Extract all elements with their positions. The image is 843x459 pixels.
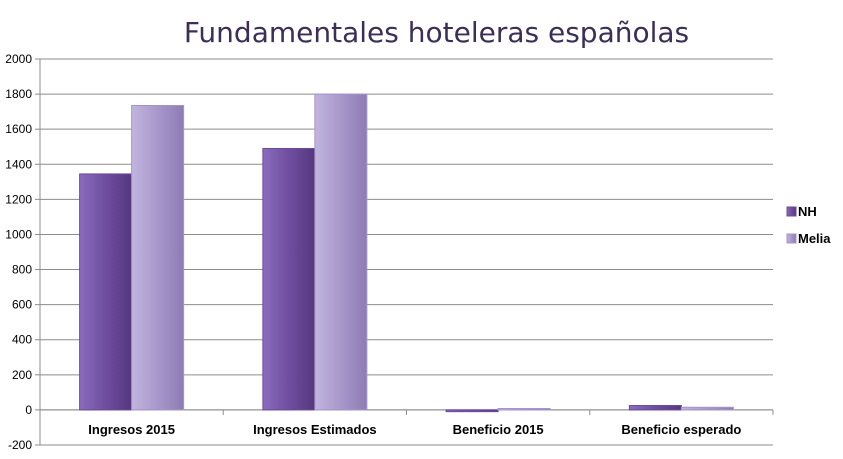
bar-nh-0 [79, 173, 133, 411]
bar-melia-1 [314, 93, 368, 411]
y-tick-label: 600 [12, 298, 32, 312]
x-category-label: Ingresos Estimados [253, 422, 377, 437]
y-tick-label: 400 [12, 333, 32, 347]
y-tick-label: 1000 [5, 227, 32, 241]
y-tick-label: 200 [12, 368, 32, 382]
legend-label-melia: Melia [798, 231, 831, 246]
x-category-label: Ingresos 2015 [88, 422, 175, 437]
bar-melia-0 [131, 104, 185, 411]
y-tick-label: 0 [25, 403, 32, 417]
legend-label-nh: NH [798, 204, 817, 219]
bar-nh-1 [262, 147, 316, 411]
bar-nh-3 [628, 405, 682, 411]
y-tick-label: 800 [12, 263, 32, 277]
x-category-label: Beneficio 2015 [453, 422, 544, 437]
chart-title: Fundamentales hoteleras españolas [183, 16, 690, 49]
y-tick-label: 1800 [5, 87, 32, 101]
y-tick-label: 1600 [5, 122, 32, 136]
x-category-label: Beneficio esperado [621, 422, 741, 437]
bar-melia-2 [497, 408, 551, 411]
y-tick-label: 1200 [5, 192, 32, 206]
legend-swatch-nh [786, 206, 797, 217]
legend-swatch-melia [786, 233, 797, 244]
labels: -200 0 200 400 600 800 1000 1200 1400 1600 1800 200… [5, 52, 741, 452]
y-tick-label: -200 [8, 438, 32, 452]
bar-nh-2 [445, 409, 499, 413]
bars [79, 93, 734, 413]
bar-melia-3 [680, 406, 734, 411]
y-tick-label: 1400 [5, 157, 32, 171]
legend: NH Melia [786, 204, 831, 246]
y-tick-label: 2000 [5, 52, 32, 66]
